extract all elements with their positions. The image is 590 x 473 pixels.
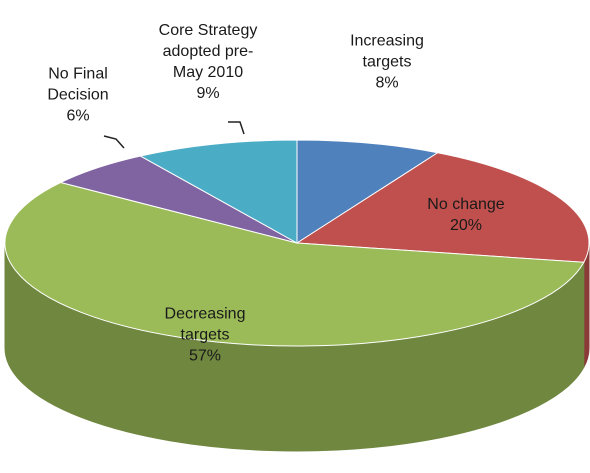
- percent-label: 20%: [449, 217, 483, 234]
- pie-slice: [139, 139, 298, 244]
- category-label: Decreasing targets: [164, 305, 246, 344]
- category-label: No Final Decision: [47, 65, 109, 104]
- percent-label: 9%: [196, 85, 220, 102]
- data-label: No Final Decision 6%: [33, 64, 123, 127]
- percent-label: 8%: [375, 74, 399, 92]
- pie-slice: [295, 152, 590, 263]
- leader-line: [103, 135, 125, 149]
- data-label: Decreasing targets 57%: [145, 304, 265, 367]
- pie-slice: [4, 181, 585, 347]
- category-label: Core Strategy adopted pre-May 2010: [158, 22, 258, 81]
- category-label: No change: [427, 196, 505, 213]
- data-label: Increasing targets 8%: [332, 31, 442, 94]
- category-label: Increasing targets: [350, 32, 424, 71]
- percent-label: 57%: [188, 347, 222, 365]
- percent-label: 6%: [66, 107, 90, 125]
- leader-line: [228, 121, 245, 135]
- data-label: No change 20%: [411, 194, 521, 236]
- data-label: Core Strategy adopted pre-May 2010 9%: [148, 20, 268, 104]
- pie-slice: [296, 139, 439, 244]
